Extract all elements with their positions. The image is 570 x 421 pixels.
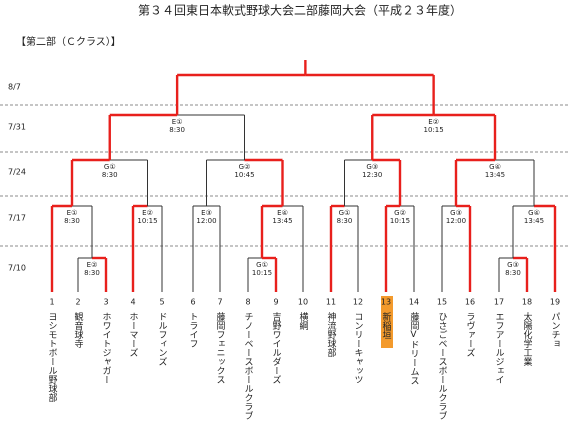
team-name: 太陽化学工業 <box>522 311 533 367</box>
match-time: 8:30 <box>64 217 80 225</box>
team-number: 2 <box>75 298 80 307</box>
team-number: 18 <box>522 298 532 307</box>
team-name: チノーベースボールクラブ <box>243 312 254 420</box>
team-name: ホーマーズ <box>128 312 139 357</box>
date-label: 7/24 <box>8 168 26 177</box>
match-time: 8:30 <box>84 269 100 277</box>
team-name: 藤岡Vドリームス <box>409 311 420 385</box>
team-number: 3 <box>103 298 108 307</box>
highlight <box>381 296 393 348</box>
match-label: G① <box>339 209 351 217</box>
team-name: 観音球寺 <box>73 311 84 348</box>
date-label: 7/10 <box>8 264 26 273</box>
match-time: 10:15 <box>390 217 410 225</box>
match-label: E② <box>142 209 153 217</box>
match-label: G③ <box>366 163 378 171</box>
match-time: 10:15 <box>424 126 444 134</box>
team-number: 10 <box>298 298 308 307</box>
date-label: 7/31 <box>8 123 26 132</box>
team-number: 11 <box>326 298 336 307</box>
match-label: G① <box>256 261 268 269</box>
match-time: 13:45 <box>485 171 505 179</box>
team-name: エフアールジェイ <box>494 312 505 384</box>
match-time: 13:45 <box>272 217 292 225</box>
team-number: 7 <box>217 298 222 307</box>
match-label: E② <box>428 118 439 126</box>
match-label: E② <box>87 261 98 269</box>
team-name: 藤岡フェニックス <box>215 311 226 384</box>
match-label: G③ <box>507 261 519 269</box>
match-time: 10:15 <box>137 217 157 225</box>
match-time: 8:30 <box>337 217 353 225</box>
team-number: 9 <box>273 298 278 307</box>
match-time: 8:30 <box>169 126 185 134</box>
team-number: 14 <box>409 298 419 307</box>
match-label: G③ <box>450 209 462 217</box>
team-number: 4 <box>130 298 135 307</box>
team-number: 19 <box>550 298 560 307</box>
team-name: ドルフィンズ <box>157 312 168 366</box>
team-number: 15 <box>437 298 447 307</box>
match-label: G④ <box>489 163 501 171</box>
team-number: 8 <box>245 298 250 307</box>
match-time: 13:45 <box>524 217 544 225</box>
team-name: ラヴァーズ <box>465 312 476 357</box>
date-label: 8/7 <box>8 83 21 92</box>
team-number: 13 <box>381 298 391 307</box>
team-number: 5 <box>159 298 164 307</box>
match-label: G④ <box>528 209 540 217</box>
match-time: 12:30 <box>362 171 382 179</box>
team-name: 新稲垣 <box>381 311 392 339</box>
match-label: E① <box>67 209 78 217</box>
team-name: コンリーキャッツ <box>353 312 364 384</box>
team-name: ホワイトジャガー <box>101 312 112 384</box>
team-number: 16 <box>465 298 475 307</box>
match-time: 8:30 <box>102 171 118 179</box>
match-time: 8:30 <box>505 269 521 277</box>
match-label: E③ <box>201 209 212 217</box>
team-name: パンチョ <box>550 312 561 348</box>
match-time: 12:00 <box>196 217 216 225</box>
date-label: 7/17 <box>8 214 26 223</box>
section: 【第二部（Ｃクラス）】 <box>16 35 121 48</box>
team-name: 神流野球部 <box>326 311 337 358</box>
team-name: トライフ <box>188 312 199 348</box>
match-label: G① <box>104 163 116 171</box>
team-number: 6 <box>190 298 195 307</box>
match-label: G② <box>239 163 251 171</box>
team-name: ヨシモトボール野球部 <box>47 312 58 403</box>
team-name: ひさごベースボールクラブ <box>437 312 448 420</box>
team-number: 17 <box>494 298 504 307</box>
match-time: 10:45 <box>234 171 254 179</box>
team-number: 1 <box>49 298 54 307</box>
match-label: G② <box>394 209 406 217</box>
team-name: 吉野ワイルダーズ <box>271 312 282 384</box>
team-name: 横綱 <box>298 311 309 331</box>
team-number: 12 <box>353 298 363 307</box>
title: 第３４回東日本軟式野球大会二部藤岡大会（平成２３年度） <box>138 3 462 18</box>
match-time: 10:15 <box>252 269 272 277</box>
match-time: 12:00 <box>446 217 466 225</box>
match-label: E④ <box>277 209 288 217</box>
match-label: E① <box>172 118 183 126</box>
